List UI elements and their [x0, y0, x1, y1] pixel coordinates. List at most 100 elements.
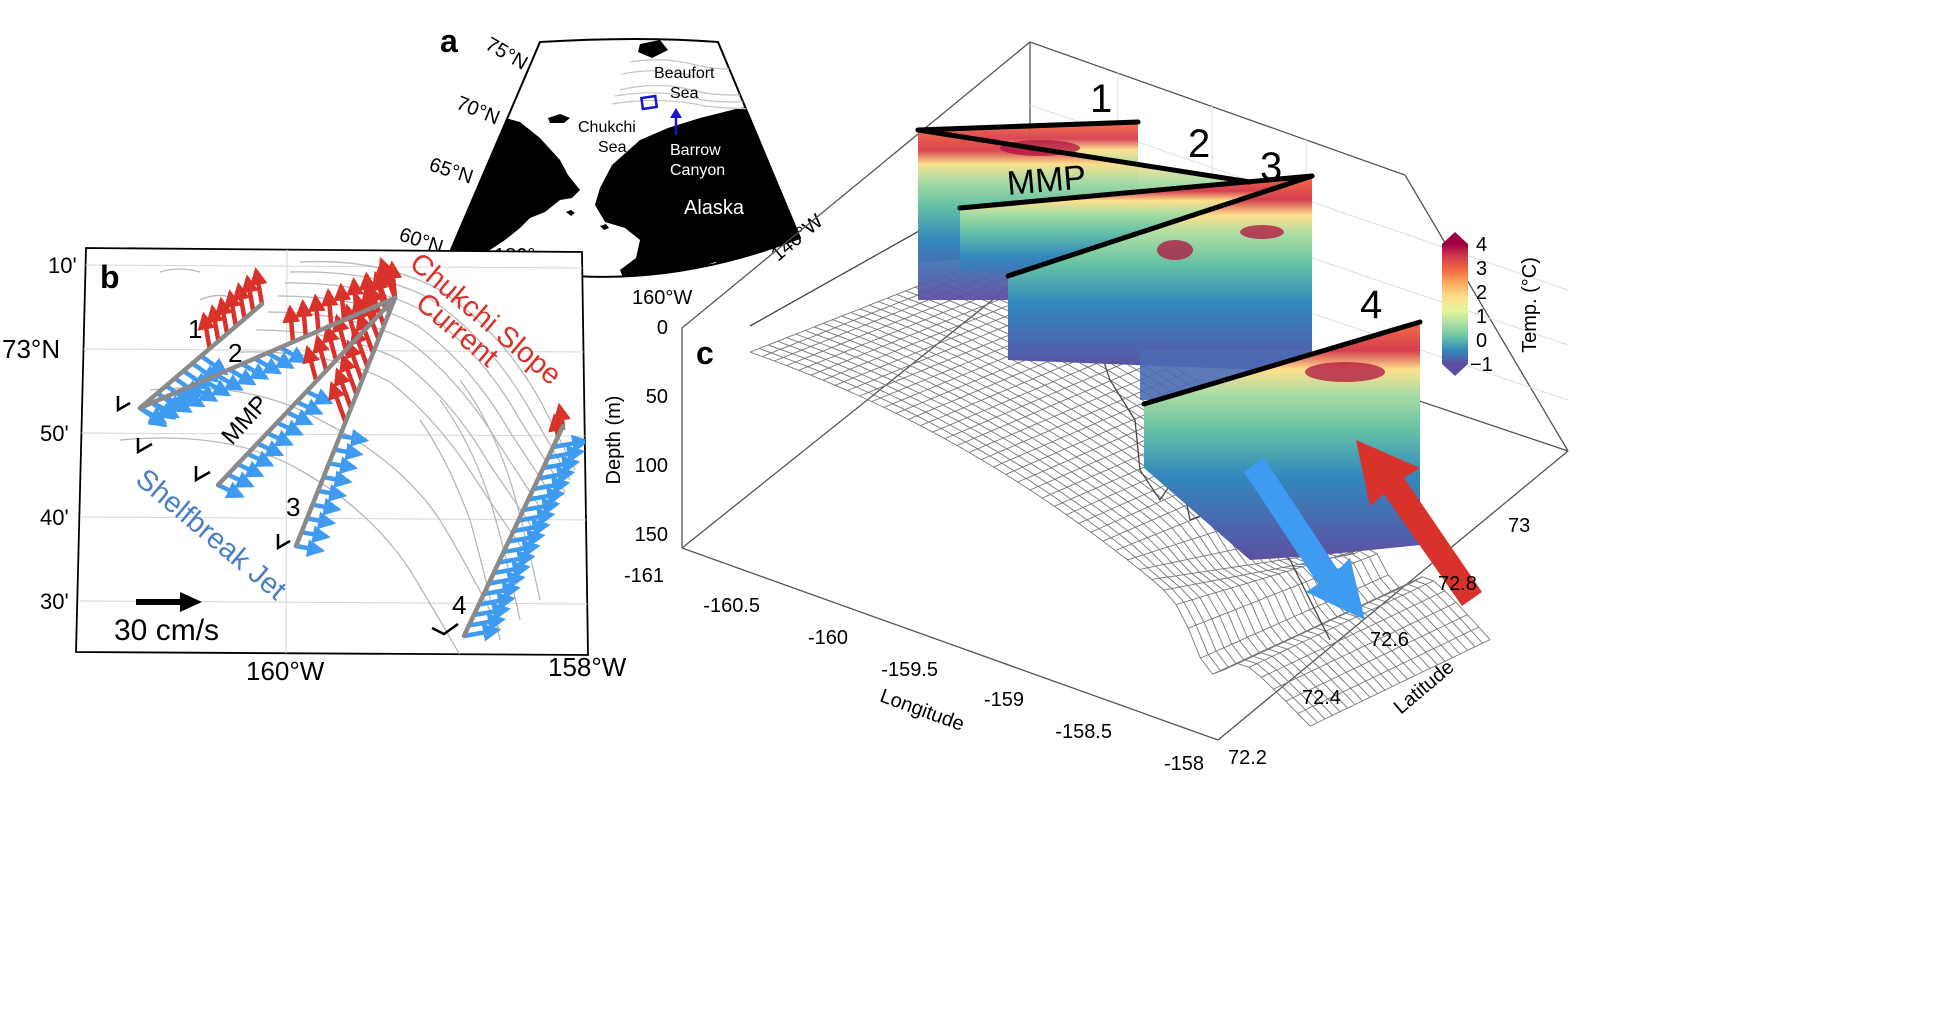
lat-tick-40: 40' [40, 505, 69, 530]
lat-tick-30: 30' [40, 589, 69, 614]
shelfbreak-jet-vector [240, 362, 270, 380]
slope-current-arrow [1356, 440, 1482, 606]
lat-tick-72-8: 72.8 [1438, 573, 1477, 595]
shelfbreak-jet-vector [301, 525, 331, 544]
panel-b-letter: b [100, 259, 120, 295]
shelfbreak-jet-vector [528, 487, 566, 505]
label-alaska: Alaska [684, 197, 745, 219]
mooring-marker [276, 534, 291, 551]
lon-axis-label: Longitude [877, 685, 967, 736]
shelfbreak-jet-vector [547, 445, 586, 463]
lon-tick-159: -159 [984, 689, 1024, 711]
mooring-marker [136, 438, 153, 455]
slope-current-vector [553, 402, 571, 427]
shelfbreak-jet-vector [483, 581, 521, 600]
shelfbreak-jet-vector [138, 406, 168, 424]
scale-label: 30 cm/s [114, 614, 219, 647]
shelfbreak-jet-vector [323, 470, 353, 488]
shelfbreak-jet-vector [532, 476, 571, 495]
label-beaufort-sea: Sea [670, 85, 699, 102]
lon-tick-161: -161 [624, 565, 664, 587]
shelfbreak-jet-vector [542, 455, 581, 474]
c-mmp-label: MMP [1005, 158, 1087, 203]
panel-b-map: b 10' 73°N 50' 40' 30' 160°W 158°W 1 2 3… [2, 247, 627, 686]
shelfbreak-jet-vector [164, 395, 193, 413]
lon-tick-160: -160 [808, 627, 848, 649]
shelfbreak-jet-vector [488, 571, 526, 589]
lat-axis-label: Latitude [1390, 656, 1459, 719]
shelfbreak-jet-vector [498, 550, 536, 568]
lat-tick-73n: 73°N [2, 334, 60, 364]
section-top-line-1 [915, 119, 1141, 133]
mesh-line [1236, 576, 1423, 664]
mooring-markers [116, 396, 459, 636]
shelfbreak-jet-vector [151, 400, 181, 419]
depth-tick-0: 0 [657, 317, 668, 339]
panel-c-letter: c [696, 335, 714, 371]
mesh-line [1248, 580, 1434, 668]
slope-current-vector [339, 353, 359, 396]
shelfbreak-jet-vector [306, 511, 337, 530]
shelfbreak-jet-vector [236, 460, 265, 478]
shelfbreak-jet-vector [339, 428, 370, 447]
mesh-line [810, 288, 1027, 376]
section-label-3: 3 [286, 492, 300, 522]
shelfbreak-jet-vector [312, 497, 342, 516]
mesh-line [822, 293, 1038, 381]
colorbar-tick-minus1: −1 [1470, 354, 1493, 376]
depth-axis-label: Depth (m) [603, 396, 625, 485]
slope-current-vector [295, 299, 314, 337]
section-label-2: 2 [228, 338, 242, 368]
panel-b-content [79, 248, 588, 655]
shelfbreak-jet-vector [552, 434, 588, 453]
lon-tick-158w: 158°W [548, 652, 627, 682]
shelfbreak-jet-vector [305, 388, 334, 405]
velocity-vectors [138, 257, 588, 642]
lat-label-65n: 65°N [426, 154, 475, 189]
temperature-sections [918, 122, 1420, 560]
shelfbreak-jet-vector [523, 497, 561, 516]
section-top-line-2 [915, 127, 1253, 185]
slope-current-vector [302, 344, 320, 382]
shelfbreak-jet-vector [202, 378, 232, 397]
section-label-1: 1 [188, 314, 202, 344]
slope-current-vector [350, 325, 370, 368]
slope-current-vector [377, 257, 398, 299]
mesh-line [1297, 626, 1479, 714]
slope-current-vector [223, 289, 242, 327]
slope-current-vector [214, 296, 233, 335]
slope-current-vector [197, 311, 216, 349]
colorbar-tick-3: 3 [1476, 258, 1487, 280]
section-line-mmp [215, 295, 398, 488]
scale-arrowhead [180, 592, 202, 612]
c-section-label-4: 4 [1360, 283, 1382, 327]
lon-tick-158-5: -158.5 [1055, 721, 1112, 743]
label-barrow: Barrow [670, 142, 721, 159]
lat-tick-72-2: 72.2 [1228, 747, 1267, 769]
slope-current-vector [344, 339, 365, 382]
shelfbreak-jet-vector [493, 560, 531, 579]
depth-tick-50: 50 [646, 386, 668, 408]
mesh-line [1261, 590, 1445, 678]
colorbar-tick-0: 0 [1476, 330, 1487, 352]
shelfbreak-jet-vector [177, 389, 206, 408]
shelfbreak-jet-vector [295, 398, 324, 415]
section-top-line-4 [1141, 319, 1423, 407]
slope-current-vector [322, 324, 340, 361]
slope-current-vector [232, 281, 251, 320]
panel-a-letter: a [440, 23, 458, 59]
shelfbreak-jet-vector [518, 508, 556, 526]
slope-current-vector [333, 282, 352, 321]
lon-tick-160-5: -160.5 [703, 595, 760, 617]
slope-current-vector [312, 334, 330, 372]
slope-current-vector [328, 381, 348, 423]
shelfbreak-jet-vector [253, 356, 283, 375]
colorbar-ticks: 4 3 2 1 0 −1 [1470, 234, 1493, 376]
shelfbreak-jet-vector [537, 466, 576, 484]
lat-tick-50: 50' [40, 421, 69, 446]
colorbar: 4 3 2 1 0 −1 Temp. (°C) [1442, 232, 1541, 376]
slope-current-vector [320, 288, 339, 326]
label-chukchi-sea: Sea [598, 139, 627, 156]
shelfbreak-jet-vector [317, 484, 348, 502]
shelfbreak-jet-vector [256, 440, 285, 457]
